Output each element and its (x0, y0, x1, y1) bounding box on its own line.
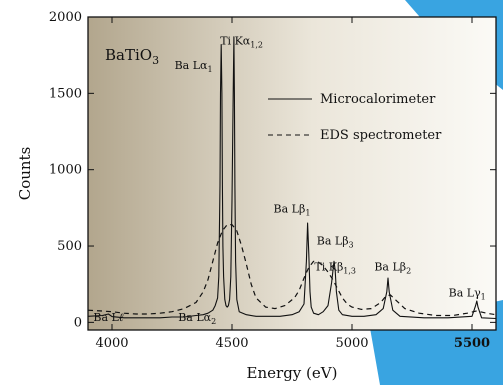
plot-background (88, 17, 496, 330)
peak-label-ba-la2: Ba Lα2 (178, 311, 216, 326)
y-tick-label: 1500 (49, 86, 82, 101)
peak-label-ba-lb1: Ba Lβ1 (274, 202, 311, 217)
peak-label-ba-la1: Ba Lα1 (175, 59, 213, 74)
x-tick-label: 5500 (454, 336, 490, 351)
legend: Microcalorimeter EDS spectrometer (268, 92, 442, 143)
sample-label-main: BaTiO (105, 46, 152, 64)
peak-label-ti-ka12: Ti Kα1,2 (220, 34, 263, 49)
peak-label-ba-lg1: Ba Lγ1 (449, 286, 486, 301)
ticks-layer: 4000 4500 5000 5500 0 500 1000 1500 2000 (49, 10, 496, 351)
series-line-eds (88, 224, 496, 317)
x-tick-label: 4500 (215, 336, 248, 351)
y-tick-label: 1000 (49, 163, 82, 178)
annotation-layer: Ba Lℓ Ba Lα2 Ba Lα1 Ti Kα1,2 Ba Lβ1 Ba Lβ3 Ti … (93, 34, 485, 326)
peak-label-ba-lb3: Ba Lβ3 (317, 234, 354, 249)
sample-label: BaTiO3 (105, 46, 159, 67)
sample-label-sub: 3 (152, 54, 159, 67)
y-axis-title: Counts (16, 147, 34, 201)
x-tick-label: 4000 (95, 336, 128, 351)
y-tick-label: 500 (57, 239, 82, 254)
y-tick-label: 0 (74, 315, 82, 330)
plot-frame (87, 16, 497, 331)
x-tick-label: 5000 (335, 336, 368, 351)
legend-label-microcalorimeter: Microcalorimeter (320, 92, 436, 107)
series-line-microcalorimeter (88, 36, 496, 320)
peak-label-ba-l-ell: Ba Lℓ (93, 311, 123, 324)
y-tick-label: 2000 (49, 10, 82, 25)
x-axis-title: Energy (eV) (247, 364, 338, 382)
peak-label-ba-lb2: Ba Lβ2 (374, 260, 411, 275)
peak-label-ti-kb13: Ti Kβ1,3 (314, 260, 356, 275)
series-layer (88, 36, 496, 320)
legend-label-eds: EDS spectrometer (320, 128, 442, 143)
